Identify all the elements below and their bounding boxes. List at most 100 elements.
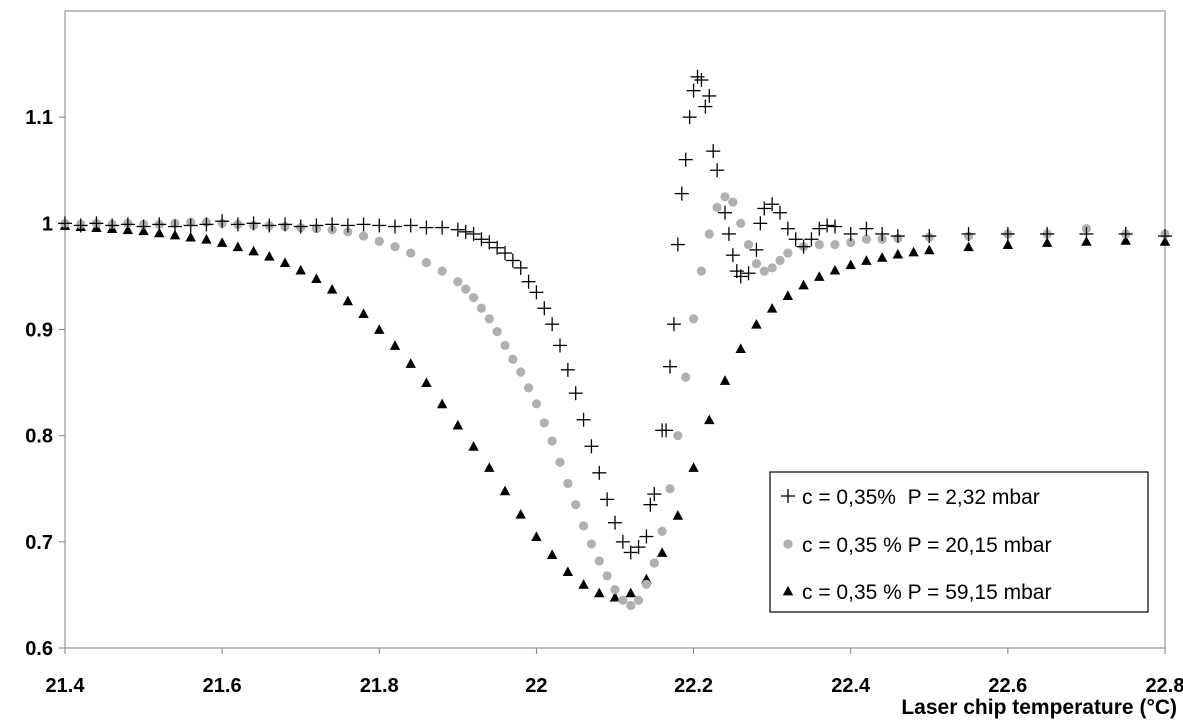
data-point-cross bbox=[553, 338, 567, 353]
data-point-circle bbox=[586, 539, 597, 549]
data-point-circle bbox=[783, 248, 793, 258]
data-point-cross bbox=[859, 221, 874, 236]
data-point-cross bbox=[804, 232, 819, 247]
data-point-cross bbox=[820, 218, 835, 233]
legend-items: c = 0,35% P = 2,32 mbar c = 0,35 % P = 20… bbox=[781, 486, 1051, 604]
data-point-circle bbox=[571, 500, 581, 510]
data-point-cross bbox=[757, 201, 772, 216]
data-point-cross bbox=[592, 465, 607, 480]
data-point-cross bbox=[105, 218, 120, 233]
data-point-circle bbox=[531, 399, 542, 409]
data-point-circle bbox=[618, 595, 628, 605]
data-point-triangle bbox=[688, 462, 699, 472]
data-point-cross bbox=[788, 232, 803, 247]
data-point-circle bbox=[830, 239, 840, 250]
x-tick-label: 21.6 bbox=[203, 675, 242, 697]
y-tick-label: 0.9 bbox=[25, 320, 53, 342]
x-tick-label: 21.8 bbox=[360, 675, 399, 697]
data-point-triangle bbox=[594, 587, 605, 598]
data-point-cross bbox=[725, 248, 740, 263]
data-point-circle bbox=[775, 255, 785, 266]
data-point-triangle bbox=[766, 303, 778, 313]
data-point-triangle bbox=[861, 255, 872, 265]
data-point-circle bbox=[626, 600, 636, 611]
data-point-triangle bbox=[672, 510, 684, 520]
data-point-cross bbox=[749, 242, 764, 257]
data-point-cross bbox=[773, 205, 787, 220]
data-point-cross bbox=[694, 73, 709, 88]
data-point-cross bbox=[340, 218, 355, 233]
data-point-circle bbox=[578, 521, 589, 531]
data-point-triangle bbox=[704, 414, 715, 425]
data-point-triangle bbox=[264, 251, 275, 261]
legend-label: c = 0,35 % P = 59,15 mbar bbox=[802, 581, 1051, 604]
data-point-cross bbox=[674, 186, 689, 201]
data-point-cross bbox=[733, 269, 748, 284]
data-point-cross bbox=[710, 163, 725, 178]
data-point-circle bbox=[523, 383, 534, 393]
legend-marker-circle bbox=[783, 539, 793, 549]
data-point-triangle bbox=[358, 308, 369, 318]
data-point-circle bbox=[390, 242, 400, 252]
data-point-triangle bbox=[295, 264, 306, 275]
data-point-triangle bbox=[515, 509, 526, 519]
data-point-cross bbox=[702, 88, 717, 103]
data-point-triangle bbox=[326, 283, 338, 294]
data-point-circle bbox=[602, 571, 612, 581]
data-point-circle bbox=[492, 327, 502, 337]
data-point-cross bbox=[663, 359, 677, 374]
data-point-cross bbox=[466, 226, 481, 241]
data-point-cross bbox=[537, 301, 552, 316]
y-tick-label: 1.1 bbox=[25, 107, 53, 129]
data-point-circle bbox=[633, 595, 644, 605]
data-point-cross bbox=[1040, 226, 1055, 241]
data-point-circle bbox=[728, 197, 738, 207]
data-point-triangle bbox=[185, 231, 196, 242]
data-point-circle bbox=[767, 263, 777, 273]
data-point-cross bbox=[183, 218, 198, 233]
data-point-cross bbox=[698, 99, 713, 114]
legend-label: c = 0,35 % P = 20,15 mbar bbox=[802, 534, 1051, 557]
data-point-cross bbox=[639, 529, 654, 544]
data-point-triangle bbox=[248, 245, 259, 256]
data-point-triangle bbox=[232, 241, 244, 252]
data-point-circle bbox=[500, 340, 510, 351]
data-point-circle bbox=[421, 258, 432, 268]
data-point-triangle bbox=[216, 237, 228, 247]
data-point-cross bbox=[961, 226, 976, 241]
data-point-triangle bbox=[609, 591, 621, 602]
data-point-triangle bbox=[892, 248, 904, 259]
y-tick-label: 0.7 bbox=[25, 532, 53, 554]
data-point-triangle bbox=[1002, 239, 1014, 249]
data-point-triangle bbox=[546, 549, 558, 559]
data-point-triangle bbox=[374, 324, 385, 334]
data-point-circle bbox=[476, 303, 487, 313]
data-point-triangle bbox=[751, 318, 762, 329]
x-tick-label: 22.6 bbox=[988, 675, 1027, 697]
legend-label: c = 0,35% P = 2,32 mbar bbox=[802, 486, 1040, 509]
data-point-cross bbox=[1158, 229, 1172, 244]
data-point-circle bbox=[704, 229, 714, 239]
y-tick-label: 0.6 bbox=[25, 638, 53, 660]
data-point-circle bbox=[641, 579, 652, 589]
data-point-circle bbox=[681, 372, 691, 382]
data-point-cross bbox=[168, 219, 182, 234]
data-point-circle bbox=[563, 478, 573, 489]
data-point-triangle bbox=[876, 252, 888, 262]
series-cross bbox=[58, 69, 1172, 560]
x-axis-title: Laser chip temperature (°C) bbox=[901, 696, 1177, 719]
data-point-cross bbox=[765, 197, 780, 212]
data-point-circle bbox=[610, 585, 620, 595]
data-point-cross bbox=[513, 260, 528, 275]
data-point-triangle bbox=[1041, 237, 1053, 247]
data-point-cross bbox=[120, 217, 135, 232]
data-point-cross bbox=[647, 487, 662, 502]
data-point-cross bbox=[136, 219, 151, 234]
data-point-triangle bbox=[421, 377, 432, 388]
data-point-triangle bbox=[169, 229, 181, 240]
legend: c = 0,35% P = 2,32 mbar c = 0,35 % P = 20… bbox=[769, 471, 1149, 613]
data-point-circle bbox=[846, 237, 856, 248]
data-point-cross bbox=[584, 439, 599, 454]
data-point-circle bbox=[453, 277, 463, 287]
series-triangle bbox=[59, 220, 1171, 602]
